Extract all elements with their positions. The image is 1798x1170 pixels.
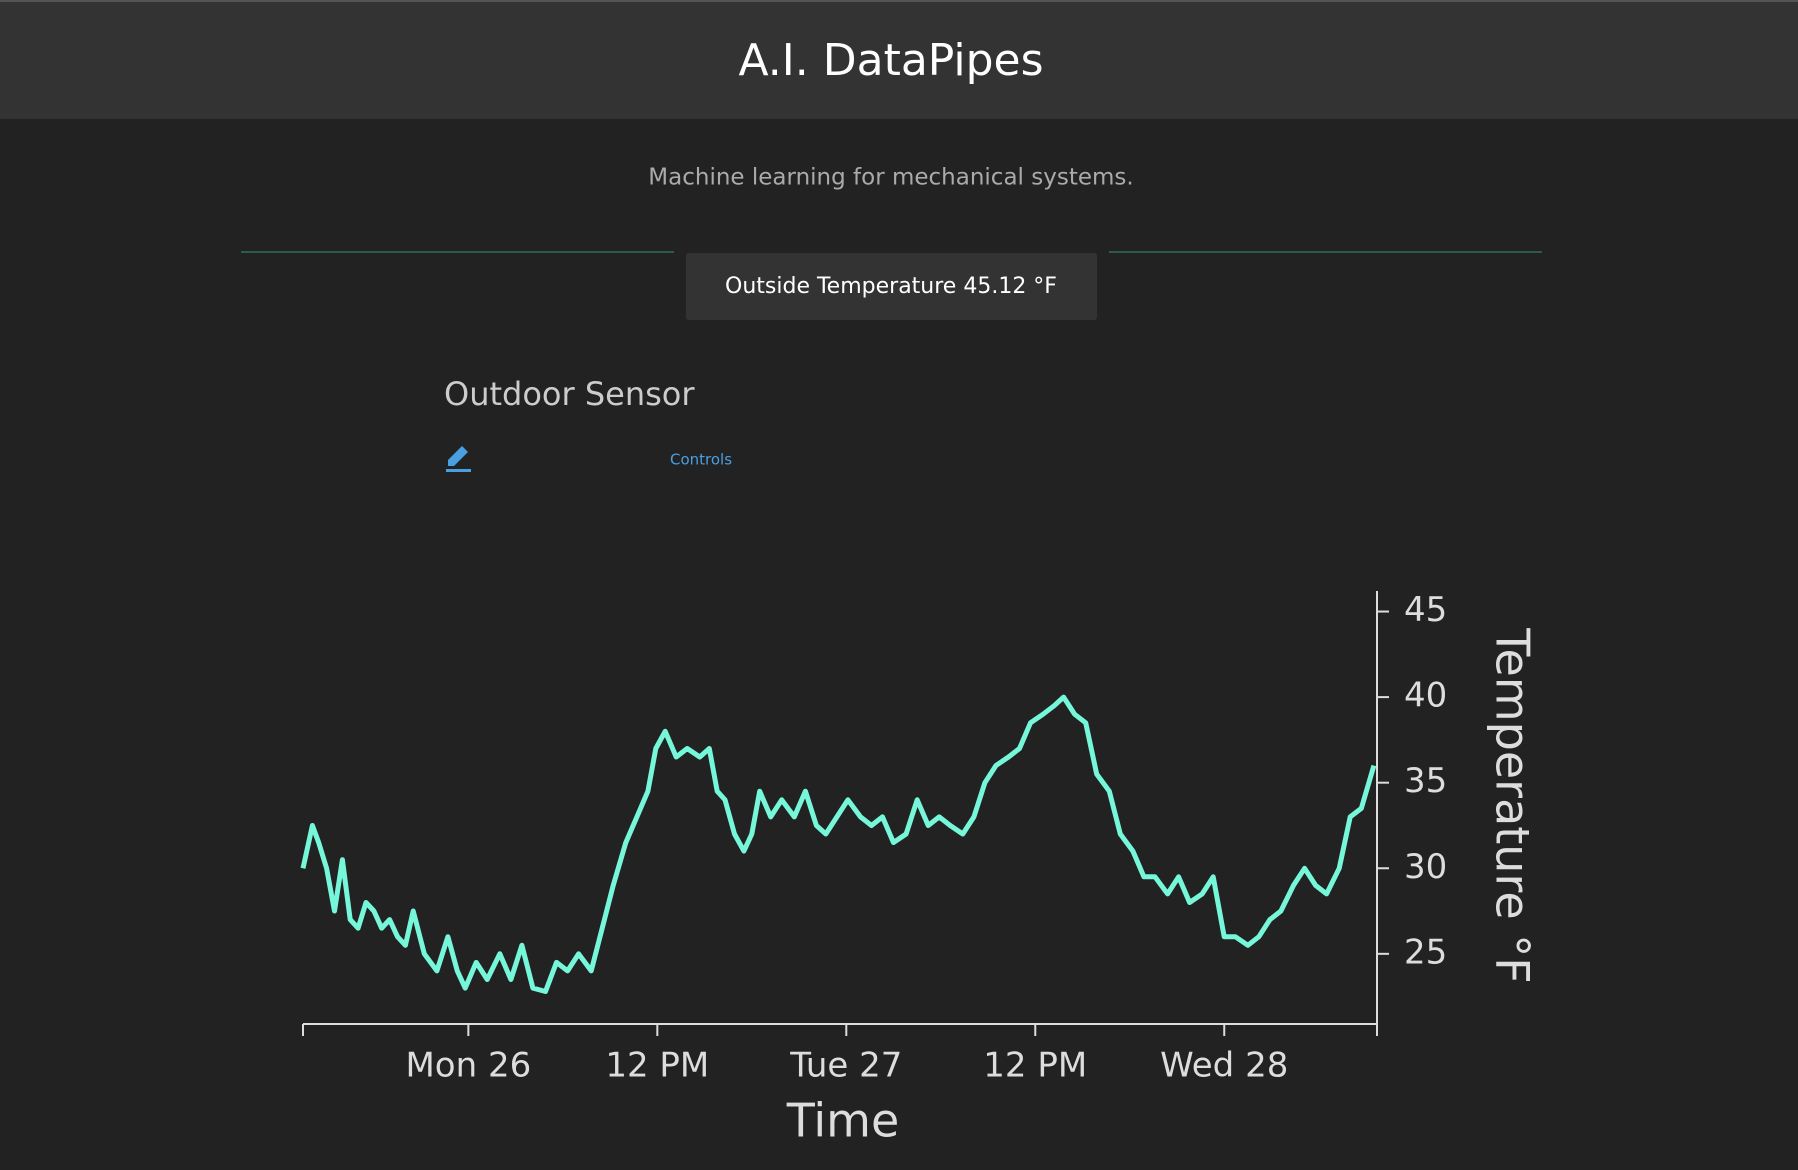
app-title: A.I. DataPipes bbox=[738, 35, 1043, 86]
pencil-base bbox=[446, 469, 471, 472]
x-tick-label: Tue 27 bbox=[789, 1046, 902, 1086]
x-tick-label: 12 PM bbox=[983, 1046, 1087, 1086]
subtitle: Machine learning for mechanical systems. bbox=[648, 165, 1133, 191]
y-tick-label: 30 bbox=[1404, 847, 1447, 887]
x-axis-label: Time bbox=[786, 1094, 900, 1148]
y-tick-label: 45 bbox=[1404, 590, 1447, 630]
chart: Mon 26 12 PM Tue 27 12 PM Wed 28 25 30 35 40 45 Ti… bbox=[300, 590, 1540, 1148]
header-edge bbox=[0, 0, 1798, 2]
status-label: Outside Temperature 45.12 °F bbox=[725, 274, 1057, 299]
y-tick-label: 35 bbox=[1404, 761, 1447, 801]
x-tick-label: Mon 26 bbox=[405, 1046, 531, 1086]
status-button[interactable] bbox=[686, 253, 1097, 320]
sensor-name: Outdoor Sensor bbox=[444, 375, 695, 413]
y-tick-label: 25 bbox=[1404, 932, 1447, 972]
y-tick-label: 40 bbox=[1404, 676, 1447, 716]
x-tick-label: Wed 28 bbox=[1160, 1046, 1288, 1086]
edit-icon[interactable] bbox=[446, 446, 471, 472]
x-tick-label: 12 PM bbox=[605, 1046, 709, 1086]
pencil bbox=[448, 446, 468, 466]
controls-link[interactable]: Controls bbox=[670, 451, 732, 469]
temperature-line bbox=[300, 694, 1377, 994]
header-bar bbox=[0, 0, 1798, 119]
y-axis-label: Temperature °F bbox=[1486, 627, 1540, 983]
